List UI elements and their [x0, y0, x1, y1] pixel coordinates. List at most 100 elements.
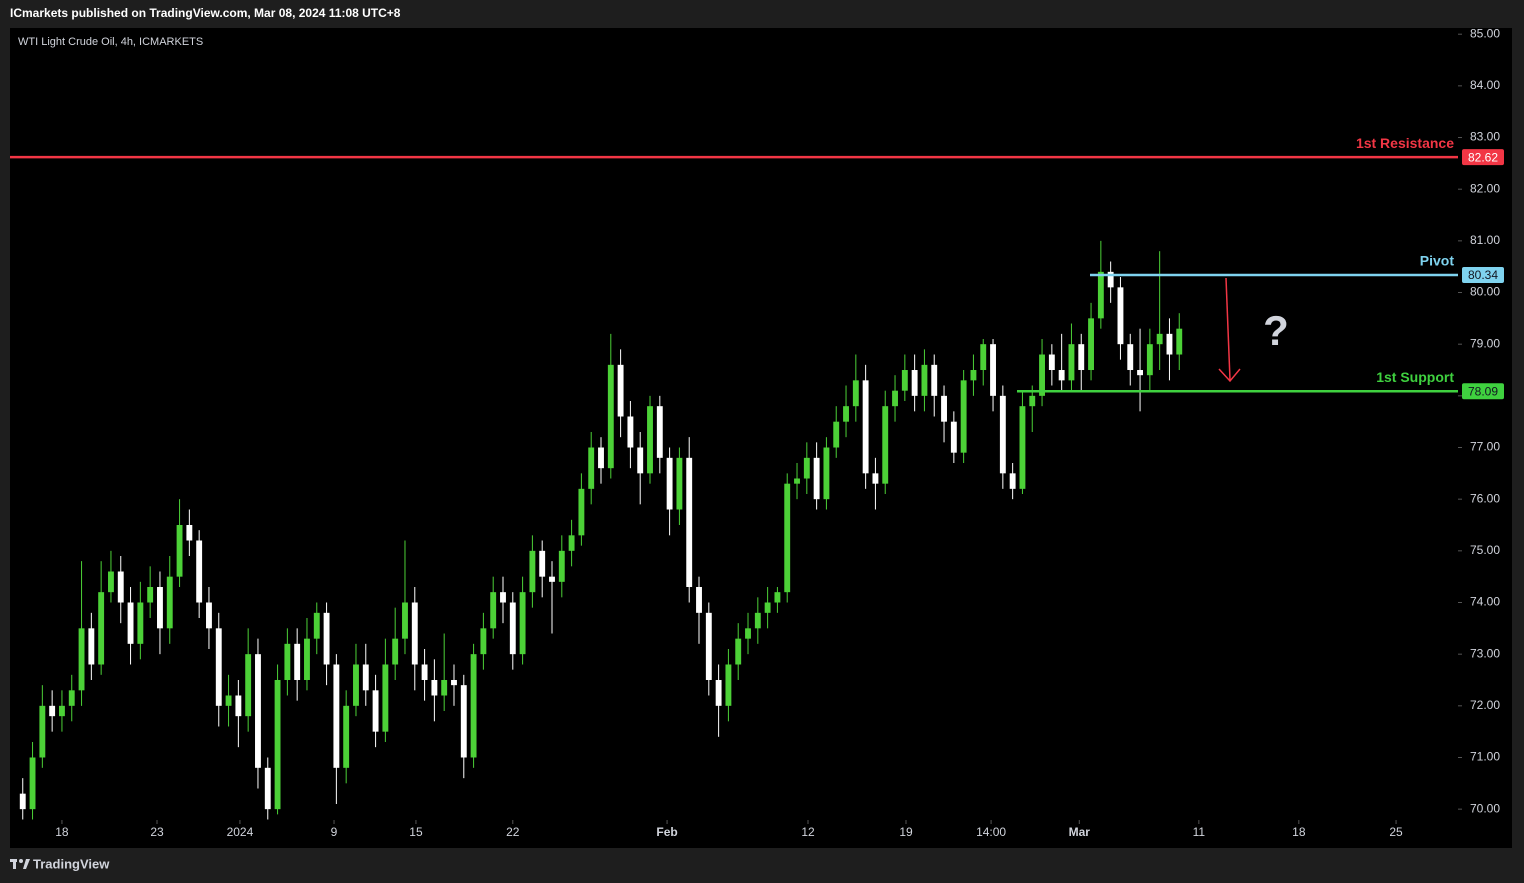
- y-tick-label: 82.00: [1470, 181, 1500, 195]
- candle-body: [39, 705, 46, 758]
- candle-body: [941, 395, 947, 422]
- candle-body: [813, 457, 820, 500]
- y-tick-label: 80.00: [1470, 285, 1500, 299]
- candle-body: [911, 370, 918, 396]
- candle-body: [921, 364, 928, 396]
- x-tick-label: 18: [1292, 825, 1306, 839]
- x-tick-label: 25: [1389, 825, 1403, 839]
- candle-body: [666, 457, 673, 510]
- chart-panel: [10, 28, 1512, 848]
- candle-body: [304, 638, 310, 680]
- publisher: ICmarkets published on TradingView.com, …: [10, 6, 401, 20]
- candle-body: [323, 612, 330, 665]
- candle-body: [1097, 271, 1104, 319]
- candle-body: [1058, 370, 1065, 381]
- candle-body: [108, 571, 114, 593]
- x-tick-label: 14:00: [976, 825, 1006, 839]
- y-tick-label: 71.00: [1470, 750, 1500, 764]
- candle-body: [735, 638, 742, 665]
- candle-body: [754, 612, 761, 629]
- candle-body: [392, 638, 399, 665]
- level-price-box: [1462, 383, 1504, 400]
- candle-body: [490, 592, 497, 629]
- candle-body: [1107, 271, 1114, 288]
- candle-body: [1009, 473, 1016, 489]
- candle-body: [686, 457, 693, 587]
- candle-body: [696, 586, 702, 613]
- y-tick-label: 75.00: [1470, 543, 1500, 557]
- candle-body: [578, 488, 585, 536]
- candle-body: [59, 705, 65, 717]
- candle-body: [1078, 344, 1085, 371]
- y-tick-label: 73.00: [1470, 646, 1500, 660]
- candle-body: [598, 447, 604, 469]
- x-tick-label: 11: [1193, 825, 1206, 839]
- candle-body: [117, 571, 124, 603]
- candle-body: [1019, 406, 1026, 489]
- level-price-box: [1462, 149, 1504, 166]
- candle-body: [255, 654, 261, 768]
- candle-body: [529, 550, 536, 593]
- candle-body: [862, 380, 869, 474]
- candle-body: [147, 586, 154, 603]
- x-tick-label: 15: [409, 825, 423, 839]
- candle-body: [1088, 318, 1094, 371]
- candle-body: [186, 525, 193, 541]
- candle-body: [647, 406, 653, 474]
- level-price-label: 78.09: [1468, 384, 1498, 398]
- level-price-box: [1462, 266, 1504, 283]
- candle-body: [1039, 354, 1045, 396]
- candle-body: [970, 370, 977, 381]
- candle-body: [235, 695, 242, 717]
- candle-body: [431, 679, 438, 696]
- candle-body: [372, 690, 379, 732]
- candle-body: [29, 757, 36, 810]
- y-tick-label: 74.00: [1470, 595, 1500, 609]
- candle-body: [637, 447, 644, 474]
- candle-body: [843, 406, 849, 422]
- x-tick-label: 9: [331, 825, 338, 839]
- candle-body: [794, 478, 800, 484]
- candle-body: [353, 664, 359, 706]
- candle-body: [441, 679, 448, 696]
- candle-body: [49, 705, 56, 717]
- candle-body: [206, 602, 212, 629]
- candle-body: [558, 550, 565, 582]
- x-tick-label: 18: [55, 825, 69, 839]
- candle-body: [343, 705, 350, 768]
- candle-body: [1127, 344, 1134, 371]
- candle-body: [892, 390, 898, 407]
- candle-body: [88, 628, 95, 665]
- candle-body: [901, 370, 908, 391]
- y-tick-label: 85.00: [1470, 26, 1500, 40]
- candle-body: [78, 628, 85, 691]
- candle-body: [166, 576, 173, 629]
- x-tick-label: 22: [506, 825, 520, 839]
- candle-body: [421, 664, 428, 680]
- candle-body: [882, 406, 889, 484]
- candle-body: [225, 695, 232, 706]
- candle-body: [451, 679, 457, 686]
- candle-body: [1166, 333, 1173, 355]
- candle-body: [157, 586, 163, 629]
- candle-body: [999, 395, 1006, 474]
- candle-body: [676, 457, 683, 510]
- y-tick-label: 72.00: [1470, 698, 1500, 712]
- candle-body: [460, 685, 467, 758]
- logo: [10, 859, 30, 869]
- candle-body: [950, 421, 957, 453]
- candle-body: [1137, 370, 1143, 376]
- candle-body: [1117, 287, 1124, 345]
- y-tick-label: 70.00: [1470, 801, 1500, 815]
- candle-body: [98, 592, 105, 665]
- candle-body: [519, 592, 526, 655]
- candle-body: [480, 628, 487, 655]
- candle-body: [549, 576, 555, 582]
- candle-body: [588, 447, 595, 489]
- candle-body: [764, 602, 771, 613]
- level-price-label: 82.62: [1468, 150, 1498, 164]
- arrow: [1225, 277, 1231, 381]
- candle-body: [960, 380, 967, 453]
